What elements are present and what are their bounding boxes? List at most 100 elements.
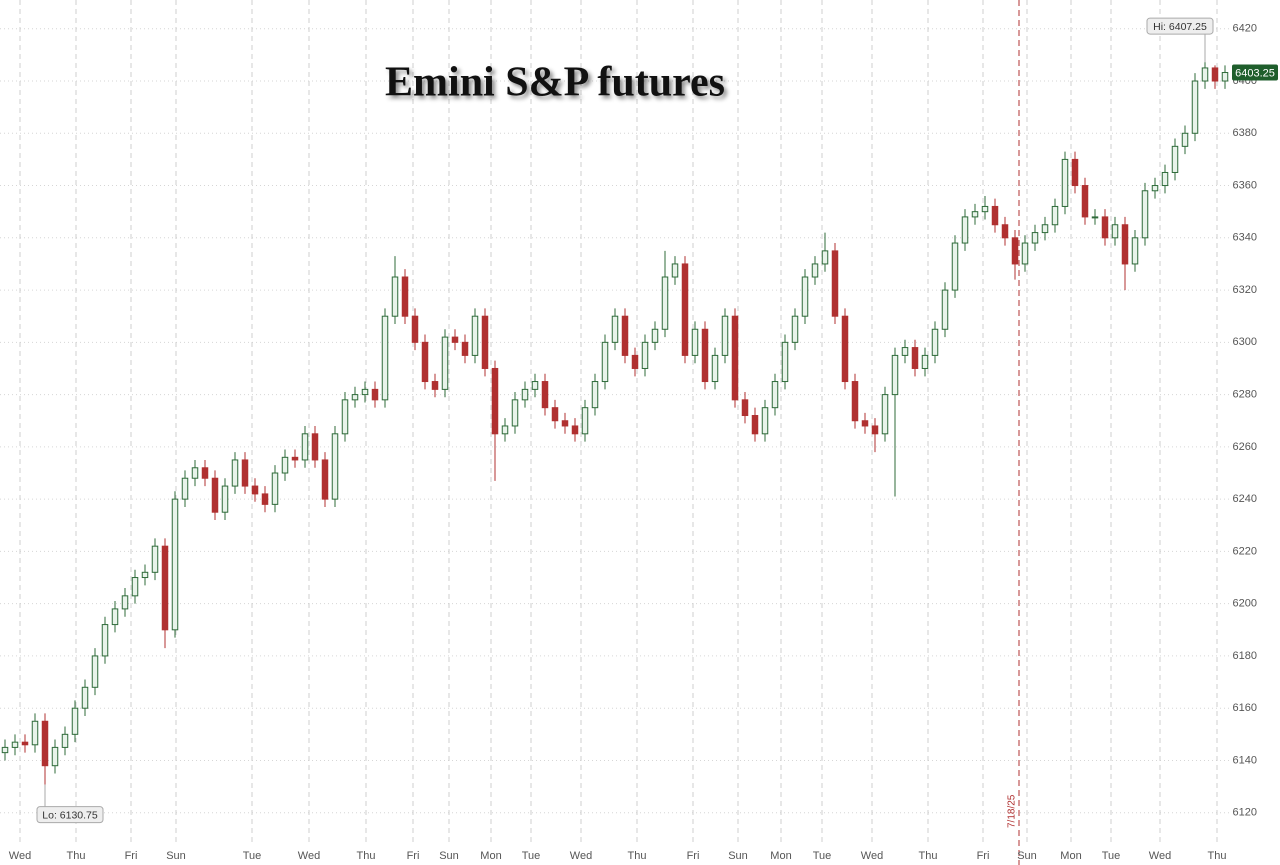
candle-body	[211, 477, 219, 513]
candle-body	[301, 433, 309, 461]
candle-body	[361, 388, 369, 396]
candle-body	[851, 381, 859, 422]
x-tick-label: Wed	[1149, 850, 1171, 862]
candle-body	[931, 328, 939, 356]
candle-body	[121, 595, 129, 610]
y-tick-label: 6160	[1233, 702, 1257, 714]
last-price-label: 6403.25	[1235, 67, 1275, 79]
candle-body	[461, 341, 469, 356]
candle-body	[1061, 158, 1069, 207]
x-tick-label: Wed	[570, 850, 592, 862]
candle-body	[701, 328, 709, 383]
marker-label: 7/18/25	[1007, 794, 1018, 828]
candle-body	[231, 459, 239, 487]
candle-body	[281, 456, 289, 474]
candle-body	[641, 341, 649, 369]
candle-body	[1111, 224, 1119, 239]
candle-body	[1031, 232, 1039, 244]
candle-body	[131, 577, 139, 597]
candle-body	[691, 328, 699, 356]
candle-body	[1191, 80, 1199, 134]
candle-body	[831, 250, 839, 317]
candle-body	[541, 381, 549, 409]
candle-body	[1121, 224, 1129, 265]
candle-body	[1211, 67, 1219, 82]
candle-body	[531, 381, 539, 390]
candle-body	[911, 347, 919, 369]
candle-body	[181, 477, 189, 500]
candle-body	[1141, 190, 1149, 239]
candle-body	[771, 381, 779, 409]
x-tick-label: Sun	[728, 850, 748, 862]
candle-body	[681, 263, 689, 356]
x-tick-label: Thu	[357, 850, 376, 862]
candle-body	[171, 498, 179, 631]
candle-body	[741, 399, 749, 417]
x-tick-label: Fri	[407, 850, 420, 862]
candle-body	[721, 315, 729, 356]
candle-body	[291, 456, 299, 461]
candle-body	[1181, 132, 1189, 147]
candle-body	[111, 608, 119, 626]
candle-body	[921, 354, 929, 369]
candle-body	[1201, 67, 1209, 82]
candle-body	[841, 315, 849, 383]
x-tick-label: Wed	[9, 850, 31, 862]
candle-body	[761, 407, 769, 435]
x-tick-label: Mon	[770, 850, 791, 862]
x-tick-label: Wed	[298, 850, 320, 862]
x-tick-label: Tue	[243, 850, 262, 862]
candle-body	[871, 425, 879, 435]
y-tick-label: 6340	[1233, 232, 1257, 244]
candle-body	[1101, 216, 1109, 239]
x-tick-label: Mon	[480, 850, 501, 862]
y-tick-label: 6120	[1233, 807, 1257, 819]
candle-body	[811, 263, 819, 278]
y-tick-label: 6200	[1233, 598, 1257, 610]
candle-body	[421, 341, 429, 383]
y-tick-label: 6180	[1233, 650, 1257, 662]
candle-body	[971, 211, 979, 218]
candle-body	[901, 347, 909, 356]
candle-body	[611, 315, 619, 343]
candle-body	[961, 216, 969, 244]
candle-body	[201, 467, 209, 479]
candle-body	[91, 655, 99, 688]
candle-body	[471, 315, 479, 356]
y-tick-label: 6260	[1233, 441, 1257, 453]
candle-body	[861, 420, 869, 427]
annotation-label: Hi: 6407.25	[1153, 21, 1207, 33]
candle-body	[561, 420, 569, 427]
candle-body	[791, 315, 799, 343]
x-tick-label: Tue	[1102, 850, 1121, 862]
candle-body	[141, 571, 149, 579]
candle-body	[1131, 237, 1139, 265]
candle-body	[671, 263, 679, 278]
grid	[0, 0, 1230, 865]
candle-body	[1091, 216, 1099, 219]
x-tick-label: Thu	[919, 850, 938, 862]
x-tick-label: Wed	[861, 850, 883, 862]
candle-body	[1171, 145, 1179, 173]
candle-body	[61, 733, 69, 748]
candle-body	[441, 336, 449, 390]
candle-body	[71, 707, 79, 735]
candle-body	[751, 415, 759, 435]
candle-body	[821, 250, 829, 265]
x-tick-label: Sun	[439, 850, 459, 862]
last-price-tag	[1232, 64, 1278, 81]
plot	[1, 62, 1229, 785]
annotation-box	[1146, 17, 1214, 35]
candle-body	[21, 741, 29, 746]
candle-body	[1161, 171, 1169, 187]
annotation-box	[36, 806, 104, 824]
candle-body	[271, 472, 279, 505]
x-tick-label: Fri	[125, 850, 138, 862]
candle-body	[941, 289, 949, 330]
candle-body	[261, 493, 269, 505]
candle-body	[1041, 224, 1049, 234]
candle-body	[1051, 205, 1059, 226]
y-tick-label: 6420	[1233, 23, 1257, 35]
candle-body	[991, 205, 999, 226]
